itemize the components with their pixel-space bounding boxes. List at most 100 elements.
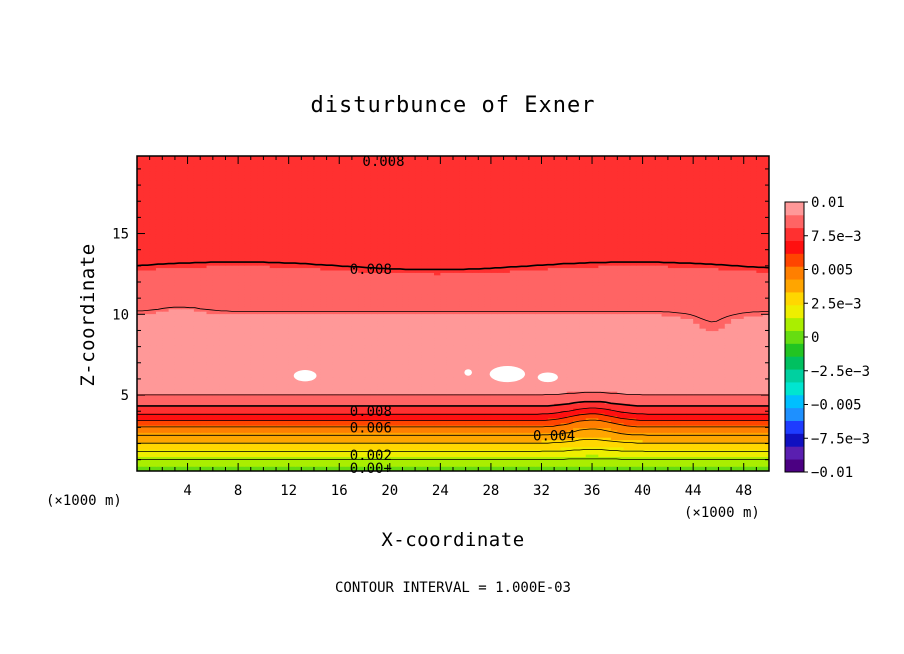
field-cell — [427, 466, 435, 470]
field-cell — [661, 398, 669, 402]
field-cell — [244, 410, 252, 414]
field-cell — [326, 434, 334, 438]
field-cell — [528, 463, 536, 467]
field-cell — [383, 456, 391, 460]
field-cell — [731, 386, 738, 390]
field-cell — [174, 461, 182, 465]
field-cell — [674, 405, 682, 409]
field-cell — [244, 449, 252, 453]
field-cell — [351, 446, 359, 450]
field-cell — [244, 422, 252, 426]
field-cell — [566, 456, 574, 460]
field-cell — [200, 427, 208, 431]
field-cell — [212, 422, 220, 426]
field-cell — [212, 391, 220, 395]
field-cell — [680, 410, 688, 414]
field-cell — [295, 458, 302, 462]
field-cell — [535, 454, 543, 458]
field-cell — [642, 427, 650, 431]
field-cell — [358, 466, 366, 470]
field-cell — [642, 458, 650, 462]
field-cell — [301, 408, 309, 412]
field-cell — [238, 466, 246, 470]
field-cell — [155, 388, 163, 392]
field-cell — [434, 468, 441, 471]
field-cell — [269, 408, 277, 412]
field-cell — [408, 403, 416, 407]
field-cell — [427, 444, 435, 448]
field-cell — [143, 434, 151, 438]
field-cell — [503, 417, 511, 421]
field-cell — [724, 386, 732, 390]
field-cell — [225, 429, 233, 433]
field-cell — [762, 451, 769, 455]
field-cell — [750, 398, 757, 402]
field-cell — [282, 395, 290, 399]
field-cell — [434, 451, 441, 455]
field-cell — [724, 454, 732, 458]
field-cell — [408, 468, 416, 471]
field-cell — [528, 386, 536, 390]
field-cell — [756, 466, 764, 470]
field-cell — [396, 395, 404, 399]
field-cell — [162, 454, 170, 458]
field-cell — [212, 408, 220, 412]
field-cell — [528, 456, 536, 460]
field-cell — [629, 420, 637, 424]
field-cell — [162, 422, 170, 426]
field-cell — [244, 391, 252, 395]
field-cell — [446, 446, 454, 450]
field-cell — [611, 429, 618, 433]
field-cell — [762, 410, 769, 414]
field-cell — [307, 408, 315, 412]
field-cell — [712, 420, 720, 424]
field-cell — [446, 466, 454, 470]
field-cell — [200, 466, 208, 470]
field-cell — [585, 424, 593, 428]
field-cell — [238, 408, 246, 412]
field-cell — [604, 403, 612, 407]
field-cell — [718, 446, 726, 450]
field-cell — [541, 400, 549, 404]
field-cell — [440, 410, 448, 414]
field-cell — [434, 466, 441, 470]
field-cell — [554, 432, 562, 436]
field-cell — [648, 456, 656, 460]
field-cell — [276, 439, 283, 443]
field-cell — [547, 451, 555, 455]
field-cell — [238, 437, 246, 441]
field-cell — [206, 383, 214, 387]
field-cell — [503, 403, 511, 407]
field-cell — [174, 434, 182, 438]
field-cell — [465, 427, 473, 431]
field-cell — [137, 432, 144, 436]
field-cell — [326, 463, 334, 467]
field-cell — [231, 383, 239, 387]
field-cell — [212, 400, 220, 404]
field-cell — [295, 403, 302, 407]
field-cell — [187, 398, 195, 402]
field-cell — [554, 405, 562, 409]
field-cell — [364, 429, 372, 433]
field-cell — [490, 398, 498, 402]
field-cell — [522, 439, 530, 443]
field-cell — [566, 420, 574, 424]
field-cell — [453, 456, 460, 460]
field-cell — [219, 446, 227, 450]
field-cell — [257, 408, 264, 412]
field-cell — [200, 444, 208, 448]
field-cell — [402, 427, 410, 431]
field-cell — [478, 466, 486, 470]
field-cell — [693, 451, 701, 455]
field-cell — [269, 451, 277, 455]
field-cell — [554, 424, 562, 428]
field-cell — [598, 420, 606, 424]
field-cell — [737, 424, 745, 428]
field-cell — [434, 429, 441, 433]
field-cell — [642, 463, 650, 467]
field-cell — [478, 410, 486, 414]
field-cell — [231, 449, 239, 453]
field-cell — [370, 439, 378, 443]
field-cell — [326, 458, 334, 462]
field-cell — [484, 395, 492, 399]
